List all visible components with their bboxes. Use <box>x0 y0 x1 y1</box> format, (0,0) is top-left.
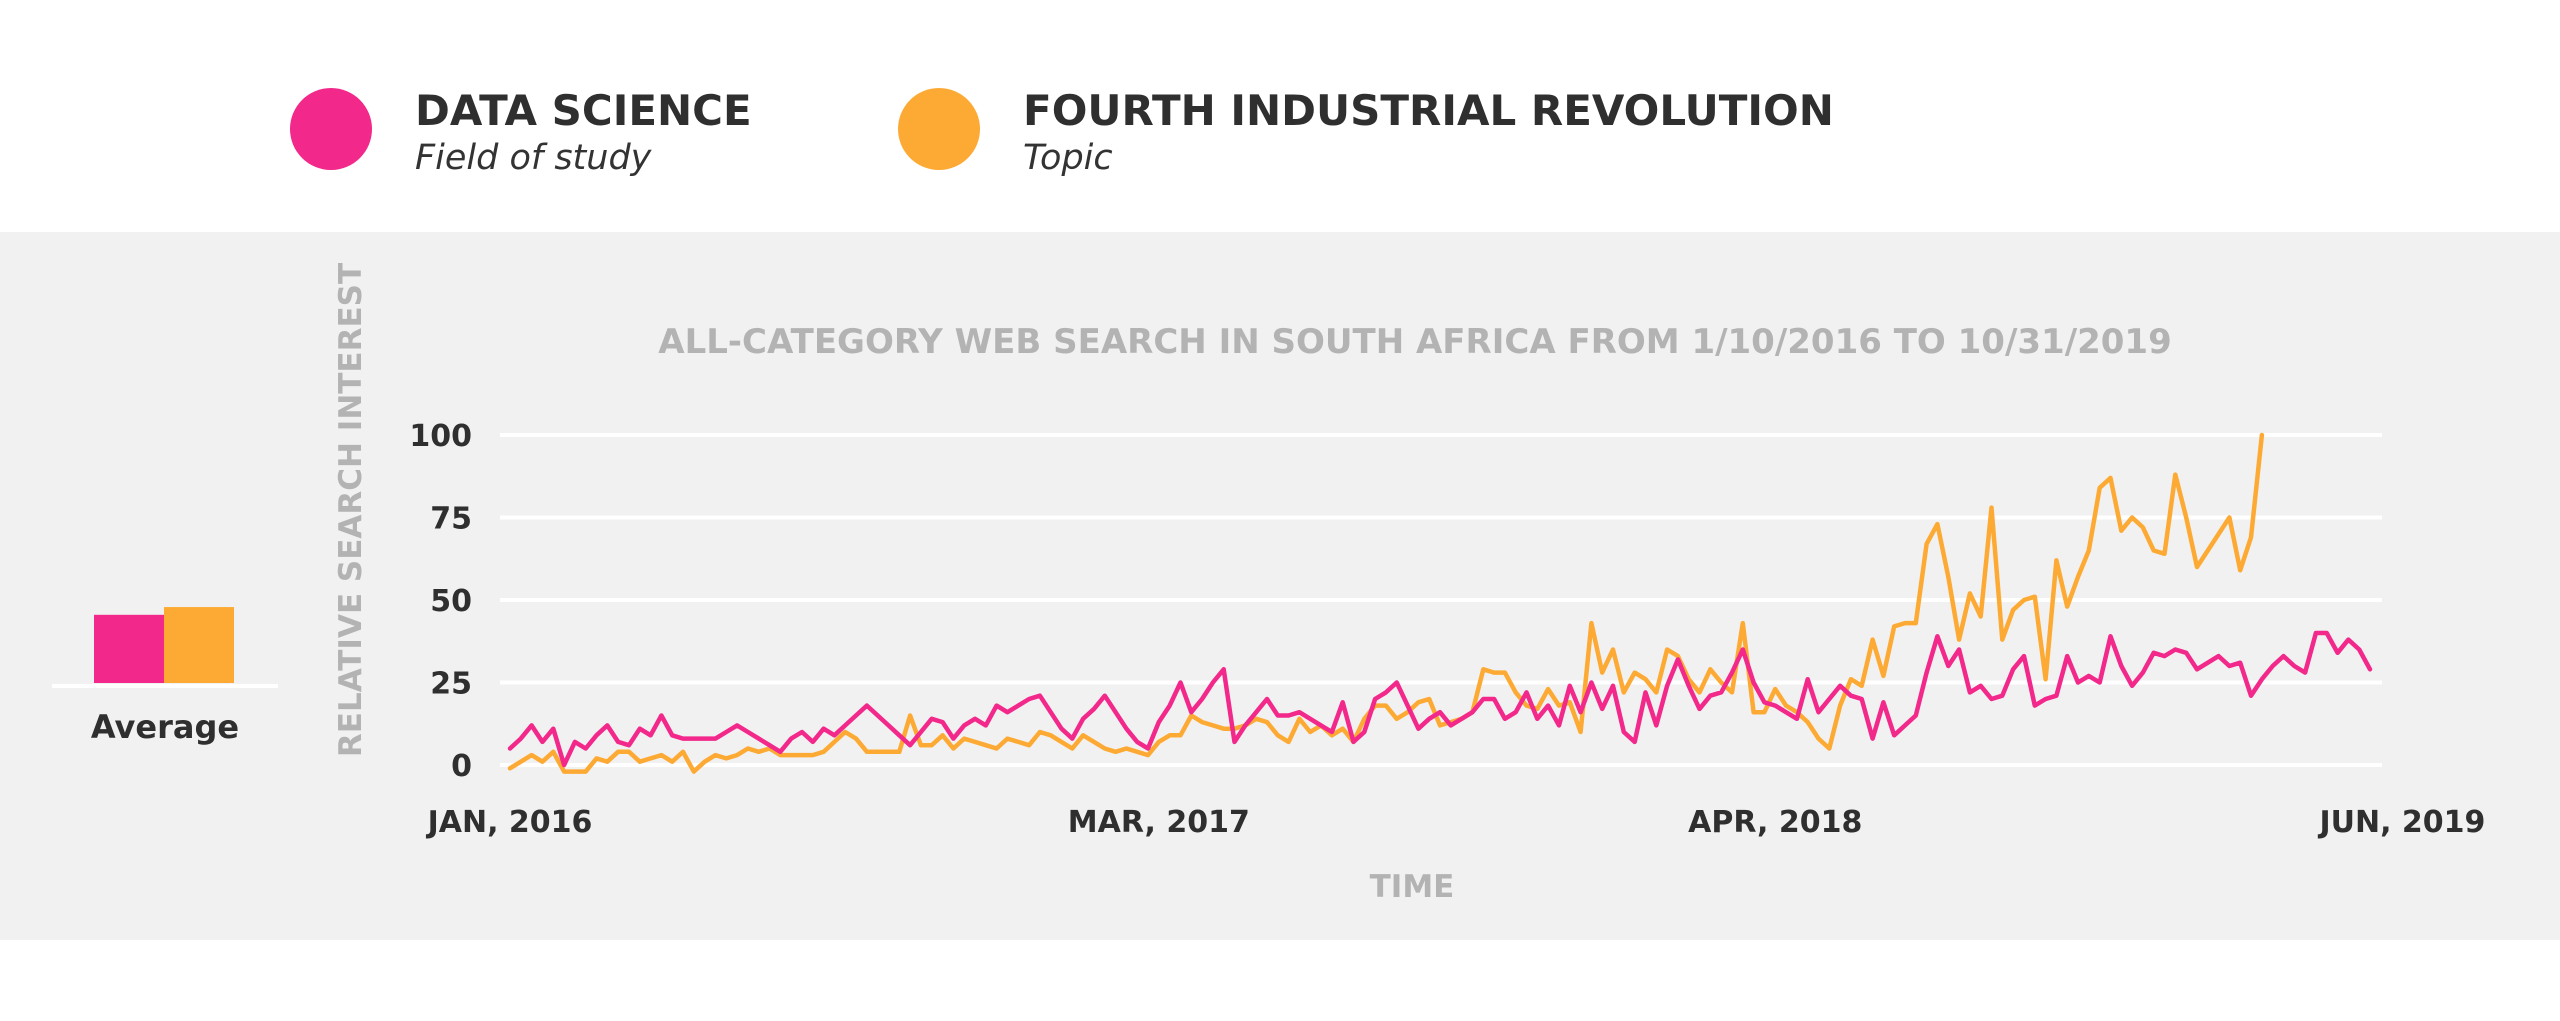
average-bars <box>52 607 278 688</box>
legend-dot-fourth-industrial-revolution <box>898 88 980 170</box>
chart-title: ALL-CATEGORY WEB SEARCH IN SOUTH AFRICA … <box>658 322 2172 362</box>
legend-sub-fourth-industrial-revolution: Topic <box>1023 138 1113 178</box>
average-bar-fourth-industrial-revolution <box>164 607 234 683</box>
series-line-data-science <box>507 630 2373 768</box>
average-bar-data-science <box>94 614 164 683</box>
y-tick-label-50: 50 <box>430 584 472 619</box>
legend-name-data-science: DATA SCIENCE <box>415 86 752 135</box>
y-axis-title: RELATIVE SEARCH INTEREST <box>333 263 369 757</box>
legend-dot-data-science <box>290 88 372 170</box>
grid-lines <box>500 433 2382 767</box>
series-lines <box>507 432 2373 774</box>
average-label: Average <box>90 708 240 746</box>
series-line-fourth-industrial-revolution <box>507 432 2265 774</box>
y-tick-label-75: 75 <box>430 502 472 537</box>
line-chart: ALL-CATEGORY WEB SEARCH IN SOUTH AFRICA … <box>52 263 2486 905</box>
y-tick-labels: 0 25 50 75 100 <box>409 419 472 784</box>
y-tick-label-100: 100 <box>409 419 472 454</box>
x-tick-labels: JAN, 2016 MAR, 2017 APR, 2018 JUN, 2019 <box>426 805 2486 840</box>
chart-panel: ALL-CATEGORY WEB SEARCH IN SOUTH AFRICA … <box>0 232 2560 940</box>
x-tick-label-jun-2019: JUN, 2019 <box>2317 805 2485 840</box>
y-tick-label-0: 0 <box>451 749 472 784</box>
x-tick-label-apr-2018: APR, 2018 <box>1688 805 1862 840</box>
x-tick-label-jan-2016: JAN, 2016 <box>426 805 593 840</box>
x-axis-title: TIME <box>1370 869 1455 905</box>
legend-sub-data-science: Field of study <box>415 138 652 178</box>
legend-name-fourth-industrial-revolution: FOURTH INDUSTRIAL REVOLUTION <box>1023 86 1834 135</box>
x-tick-label-mar-2017: MAR, 2017 <box>1068 805 1250 840</box>
y-tick-label-25: 25 <box>430 667 472 702</box>
